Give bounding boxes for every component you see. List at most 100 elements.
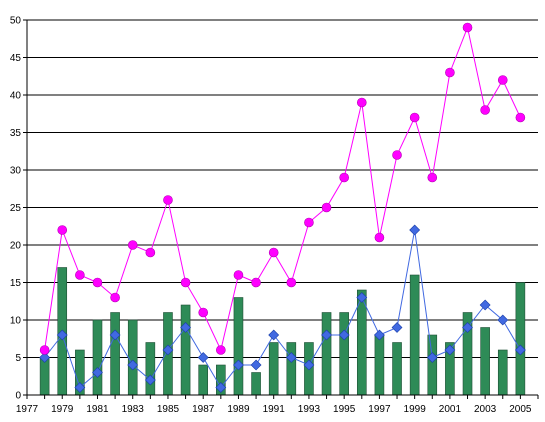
blue-diamond-point (197, 352, 209, 363)
blue-diamond-point (497, 314, 509, 326)
magenta-circle-point (462, 22, 473, 33)
x-tick-label: 1991 (263, 404, 286, 415)
magenta-circle-point (127, 240, 138, 250)
bar (180, 304, 191, 396)
blue-diamond-point (233, 359, 244, 371)
magenta-circle-point (251, 277, 261, 288)
magenta-circle-point (409, 112, 420, 123)
axes (23, 19, 539, 399)
blue-diamond-point (285, 352, 297, 363)
y-tick-label: 5 (15, 353, 21, 364)
magenta-circle-point (110, 292, 120, 303)
y-tick-label: 45 (10, 53, 22, 64)
magenta-circle-point (286, 277, 297, 288)
blue-diamond-point (127, 359, 139, 371)
blue-diamond-point (356, 292, 368, 303)
blue-diamond-point (479, 299, 491, 311)
magenta-circle-point (515, 112, 526, 123)
magenta-circle-point (321, 202, 332, 213)
magenta-circle-point (163, 195, 173, 205)
y-tick-label: 0 (15, 391, 21, 402)
bar (39, 357, 50, 396)
x-tick-label: 1983 (122, 404, 145, 415)
x-tick-label: 1995 (333, 404, 356, 415)
y-tick-label: 50 (10, 16, 22, 27)
magenta-circle-point (268, 247, 279, 258)
x-tick-label: 2003 (474, 404, 497, 415)
bar (480, 327, 490, 396)
magenta-circle-point (339, 172, 349, 183)
blue-series-line (44, 229, 521, 389)
magenta-circle-point (145, 247, 156, 258)
blue-diamond-point (321, 329, 332, 341)
x-tick-label: 1979 (51, 404, 74, 415)
blue-diamond-point (303, 359, 315, 371)
magenta-circle-point (92, 277, 103, 288)
line-series-magenta (39, 22, 526, 355)
blue-diamond-point (39, 352, 51, 363)
magenta-circle-point (57, 225, 68, 235)
x-tick-label: 2005 (509, 404, 532, 415)
x-tick-label: 1987 (192, 404, 215, 415)
blue-diamond-point (92, 367, 103, 378)
x-tick-label: 1997 (368, 404, 391, 415)
magenta-circle-point (75, 270, 85, 280)
blue-diamond-point (338, 329, 350, 341)
y-tick-label: 20 (10, 241, 22, 252)
magenta-circle-point (180, 277, 191, 288)
x-tick-label: 1993 (298, 404, 321, 415)
blue-diamond-point (391, 322, 403, 333)
bar (233, 297, 244, 396)
magenta-circle-point (304, 217, 314, 228)
x-tick-label: 1985 (157, 404, 180, 415)
blue-diamond-point (109, 329, 121, 341)
line-series-blue (39, 224, 526, 393)
magenta-circle-point (356, 97, 367, 108)
magenta-circle-point (374, 232, 385, 243)
blue-diamond-point (74, 382, 86, 393)
blue-diamond-point (462, 322, 473, 333)
magenta-circle-point (480, 105, 490, 115)
magenta-circle-point (233, 270, 244, 280)
bar (268, 342, 279, 396)
bar (515, 282, 526, 396)
bar (198, 364, 209, 396)
blue-diamond-point (215, 382, 227, 393)
x-tick-label: 1981 (86, 404, 109, 415)
x-tick-label: 1999 (404, 404, 427, 415)
y-tick-labels: 0 5 10 15 20 25 30 35 40 45 50 (10, 16, 22, 402)
bar (427, 334, 438, 396)
magenta-circle-point (216, 345, 226, 355)
magenta-circle-point (445, 67, 455, 78)
blue-diamond-point (162, 344, 174, 356)
blue-diamond-point (180, 322, 192, 333)
x-tick-labels: 1977 1979 1981 1983 1985 1987 1989 1991 1993 1995… (16, 404, 532, 415)
bar (339, 312, 349, 396)
bar (145, 342, 156, 396)
bar (497, 349, 508, 396)
blue-diamond-point (250, 359, 262, 371)
y-tick-label: 35 (10, 128, 22, 139)
bar (374, 334, 385, 396)
bar (409, 274, 420, 396)
bar-series (39, 267, 526, 396)
magenta-circle-point (427, 172, 438, 183)
bar (286, 342, 297, 396)
magenta-series-line (44, 25, 521, 352)
blue-diamond-point (514, 344, 526, 356)
blue-diamond-point (426, 352, 438, 363)
bar (110, 312, 120, 396)
magenta-circle-point (392, 150, 402, 160)
x-tick-label: 2001 (439, 404, 462, 415)
bar (392, 342, 402, 396)
y-tick-label: 10 (10, 316, 22, 327)
blue-diamond-point (56, 329, 68, 341)
magenta-circle-point (497, 75, 508, 85)
magenta-circle-point (39, 345, 50, 355)
bar (92, 319, 103, 396)
x-tick-label: 1977 (16, 404, 39, 415)
bar (251, 372, 261, 396)
y-tick-label: 40 (10, 91, 22, 102)
blue-diamond-point (373, 329, 385, 341)
